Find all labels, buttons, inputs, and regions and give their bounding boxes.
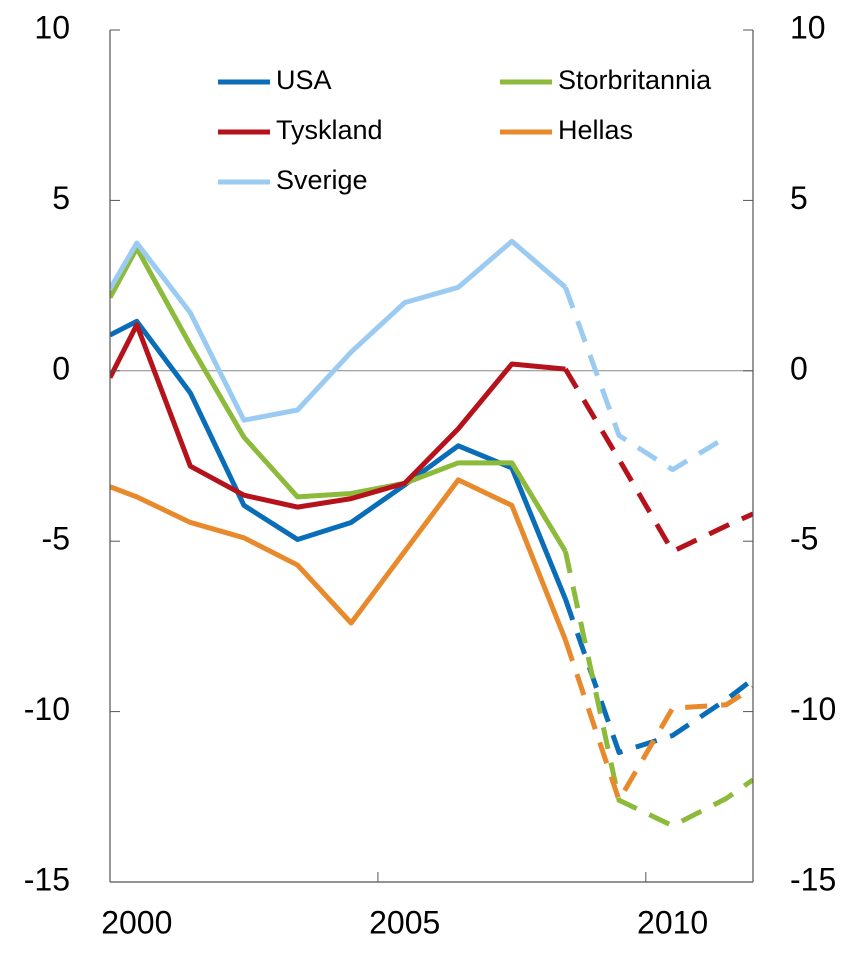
y-tick-label: -5	[42, 521, 70, 557]
series-line	[110, 322, 566, 510]
series-line	[563, 367, 753, 554]
y2-tick-label: -10	[790, 691, 836, 727]
lines-layer	[110, 238, 753, 829]
y2-tick-label: -15	[790, 861, 836, 897]
series-line	[110, 245, 568, 553]
x-tick-label: 2005	[369, 904, 440, 940]
y2-tick-label: 5	[790, 180, 808, 216]
x-tick-label: 2010	[637, 904, 708, 940]
y-tick-label: -10	[24, 691, 70, 727]
series-line	[110, 238, 568, 423]
axes-layer: -15 -15 -10 -10 -5 -5 0 0 5 5 10 10 2000 2005 2010 USA S…	[24, 9, 837, 940]
legend-label: Tyskland	[276, 115, 383, 145]
y-tick-label: 10	[34, 9, 70, 45]
y-tick-label: 0	[52, 350, 70, 386]
series-line	[563, 550, 753, 829]
series-line	[563, 639, 753, 803]
series-line	[110, 477, 568, 641]
legend-label: USA	[276, 65, 332, 95]
series-line	[563, 598, 753, 755]
y-tick-label: 5	[52, 180, 70, 216]
x-tick-label: 2000	[101, 904, 172, 940]
y2-tick-label: 10	[790, 9, 826, 45]
legend-label: Sverige	[276, 165, 368, 195]
series-line	[563, 286, 728, 473]
legend-label: Hellas	[558, 115, 633, 145]
y2-tick-label: 0	[790, 350, 808, 386]
series-line	[110, 318, 568, 601]
y-tick-label: -15	[24, 861, 70, 897]
legend-label: Storbritannia	[558, 65, 712, 95]
y2-tick-label: -5	[790, 521, 818, 557]
